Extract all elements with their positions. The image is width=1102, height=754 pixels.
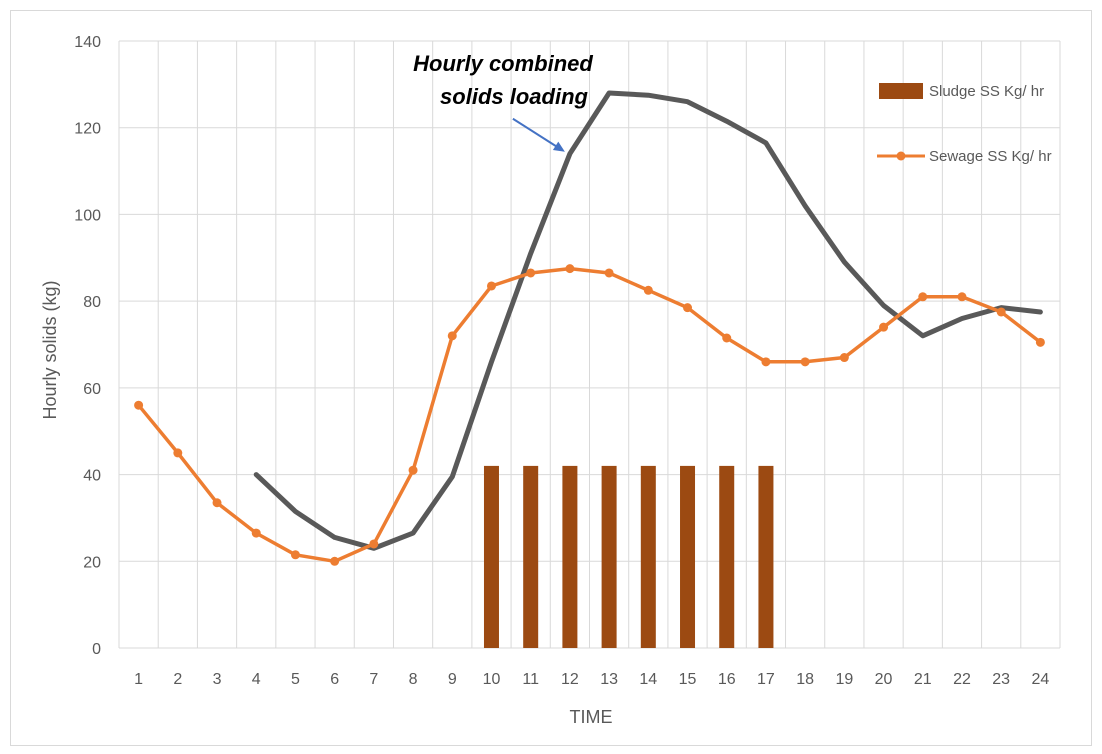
annotation-arrow-head	[552, 141, 565, 152]
y-tick-labels: 0 20 40 60 80 100 120 140	[74, 34, 101, 658]
legend-label-sludge: Sludge SS Kg/ hr	[929, 83, 1044, 100]
x-tick-label: 14	[639, 671, 657, 688]
sewage-point	[643, 285, 653, 295]
sewage-point	[486, 281, 496, 291]
sludge-bar	[680, 465, 696, 648]
sludge-bar	[483, 465, 499, 648]
x-tick-label: 9	[448, 671, 457, 688]
sludge-bar	[758, 465, 774, 648]
x-tick-label: 21	[914, 671, 932, 688]
x-tick-label: 10	[483, 671, 501, 688]
x-tick-label: 11	[522, 671, 539, 688]
sewage-point	[722, 333, 732, 343]
x-tick-label: 19	[835, 671, 853, 688]
annotation-line-1: Hourly combined	[413, 51, 593, 76]
y-tick-label: 0	[92, 641, 101, 658]
sewage-point	[839, 353, 849, 363]
y-tick-label: 80	[83, 294, 101, 311]
sewage-point	[918, 292, 928, 302]
sludge-bar	[719, 465, 735, 648]
x-tick-label: 20	[875, 671, 893, 688]
x-tick-label: 24	[1031, 671, 1049, 688]
y-tick-label: 100	[74, 207, 101, 224]
annotation-arrow-shaft	[512, 117, 558, 148]
x-tick-labels: 1 2 3 4 5 6 7 8 9 10 11 12 13 14 15 16 17 18 19 20 21 22 23 24	[134, 671, 1049, 688]
sewage-point	[251, 528, 261, 538]
sewage-point	[683, 303, 693, 313]
annotation-line-2: solids loading	[440, 84, 588, 109]
sewage-markers	[134, 264, 1045, 566]
sewage-point	[1035, 337, 1045, 347]
sewage-point	[761, 357, 771, 367]
legend: Sludge SS Kg/ hr Sewage SS Kg/ hr	[877, 83, 1052, 165]
x-tick-label: 22	[953, 671, 971, 688]
sewage-point	[800, 357, 810, 367]
sludge-bar	[601, 465, 617, 648]
grid	[118, 40, 1061, 649]
x-tick-label: 6	[330, 671, 339, 688]
x-tick-label: 8	[409, 671, 418, 688]
sewage-point	[526, 268, 536, 278]
chart-frame	[10, 10, 1092, 746]
x-tick-label: 3	[213, 671, 222, 688]
annotation: Hourly combined solids loading	[413, 51, 593, 152]
x-tick-label: 7	[369, 671, 378, 688]
x-tick-label: 18	[796, 671, 814, 688]
y-tick-label: 40	[83, 468, 101, 485]
x-tick-label: 2	[173, 671, 182, 688]
x-tick-label: 4	[252, 671, 261, 688]
sewage-point	[290, 550, 300, 560]
sludge-bar	[562, 465, 578, 648]
y-axis-title: Hourly solids (kg)	[40, 280, 60, 419]
sewage-point	[957, 292, 967, 302]
y-tick-label: 60	[83, 381, 101, 398]
x-tick-label: 12	[561, 671, 579, 688]
x-tick-label: 1	[134, 671, 143, 688]
x-tick-label: 17	[757, 671, 775, 688]
x-tick-label: 13	[600, 671, 618, 688]
sludge-bars	[483, 465, 774, 648]
y-tick-label: 120	[74, 121, 101, 138]
sewage-point	[369, 539, 379, 549]
legend-swatch-sludge	[879, 83, 923, 99]
x-tick-label: 23	[992, 671, 1010, 688]
sewage-point	[173, 448, 183, 458]
sewage-point	[212, 498, 222, 508]
series-lines	[136, 90, 1043, 564]
sewage-point	[879, 322, 889, 332]
y-tick-label: 20	[83, 554, 101, 571]
x-tick-label: 16	[718, 671, 736, 688]
sewage-point	[604, 268, 614, 278]
sludge-bar	[523, 465, 539, 648]
sewage-point	[330, 556, 340, 566]
x-tick-label: 15	[679, 671, 697, 688]
y-tick-label: 140	[74, 34, 101, 51]
annotation-arrow	[512, 117, 565, 152]
sewage-point	[408, 465, 418, 475]
sludge-bar	[640, 465, 656, 648]
sewage-point	[996, 307, 1006, 317]
x-axis-title: TIME	[570, 707, 613, 727]
combined-line	[253, 90, 1043, 551]
x-tick-label: 5	[291, 671, 300, 688]
sewage-point	[447, 331, 457, 341]
sewage-point	[134, 400, 144, 410]
legend-label-sewage: Sewage SS Kg/ hr	[929, 148, 1052, 165]
sewage-line	[136, 266, 1043, 564]
sewage-point	[565, 264, 575, 274]
legend-swatch-sewage-marker	[896, 151, 906, 161]
